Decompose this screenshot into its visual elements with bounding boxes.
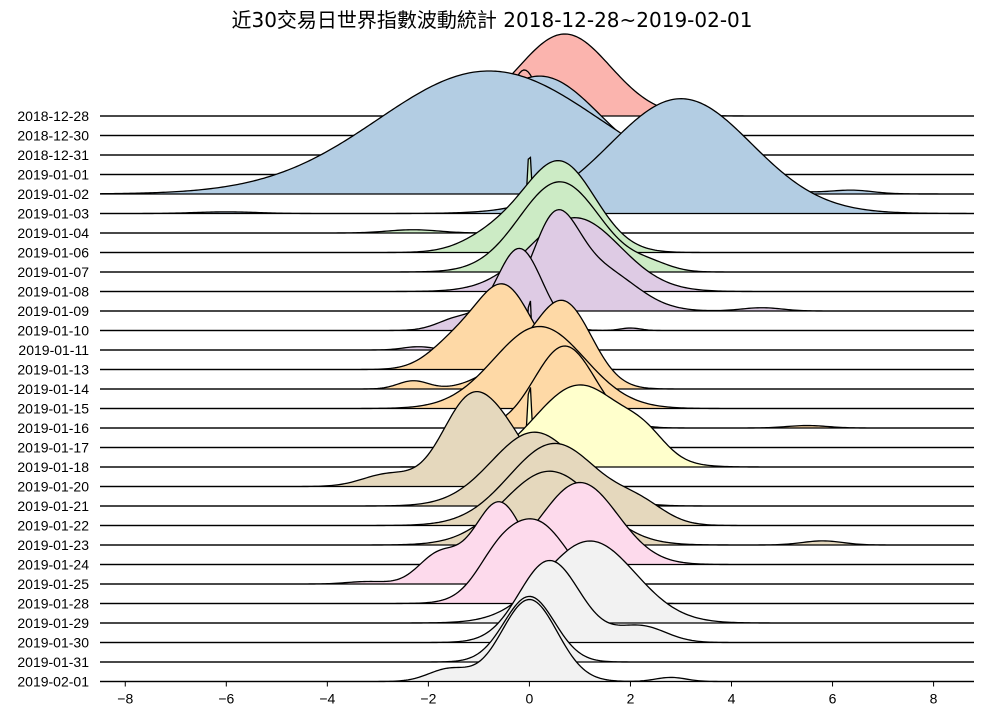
y-tick-label: 2019-01-10: [17, 323, 89, 339]
y-tick-label: 2019-01-28: [17, 596, 89, 612]
y-tick-label: 2019-01-15: [17, 401, 89, 417]
x-tick-label: 6: [829, 691, 837, 707]
x-tick-label: 2: [627, 691, 635, 707]
y-tick-label: 2019-01-29: [17, 615, 89, 631]
y-tick-label: 2019-02-01: [17, 674, 89, 690]
y-tick-label: 2019-01-31: [17, 654, 89, 670]
ridge-fill-2019-01-18: [100, 384, 974, 467]
y-tick-label: 2019-01-09: [17, 303, 89, 319]
ridge-fill-2019-01-10: [100, 248, 974, 331]
ridge-fill-2019-01-16: [100, 346, 974, 428]
ridge-line-2019-01-02: [99, 70, 974, 195]
ridge-fill-2019-01-28: [100, 518, 974, 604]
x-tick-label: −6: [218, 691, 234, 707]
ridge-fill-2019-01-07: [100, 181, 974, 272]
y-tick-label: 2019-01-08: [17, 284, 89, 300]
y-tick-label: 2019-01-14: [17, 381, 89, 397]
x-tick-label: −4: [319, 691, 335, 707]
ridge-fill-2019-01-03: [100, 98, 974, 214]
ridge-fill-2019-02-01: [100, 599, 974, 682]
y-tick-label: 2019-01-18: [17, 459, 89, 475]
ridge-fill-2019-01-09: [100, 209, 974, 311]
x-tick-label: −8: [117, 691, 133, 707]
y-tick-label: 2019-01-13: [17, 362, 89, 378]
ridges-group: [99, 33, 974, 683]
y-tick-labels: 2018-12-28 2018-12-30 2018-12-31 2019-01-01…: [17, 108, 89, 690]
y-tick-label: 2019-01-20: [17, 479, 89, 495]
y-tick-label: 2019-01-02: [17, 186, 89, 202]
y-tick-label: 2019-01-17: [17, 440, 89, 456]
y-tick-label: 2018-12-31: [17, 147, 89, 163]
y-tick-label: 2019-01-03: [17, 206, 89, 222]
x-tick-label: 8: [930, 691, 938, 707]
y-tick-label: 2019-01-11: [18, 342, 89, 358]
x-tick-label: 0: [526, 691, 534, 707]
y-tick-label: 2019-01-25: [17, 576, 89, 592]
y-tick-label: 2018-12-28: [17, 108, 89, 124]
ridge-fill-2019-01-15: [100, 326, 974, 409]
y-tick-label: 2019-01-16: [17, 420, 89, 436]
ridge-fill-2019-01-23: [100, 471, 974, 545]
y-tick-label: 2019-01-21: [17, 498, 89, 514]
x-axis: −8 −6 −4 −2 0 2 4 6 8: [117, 681, 938, 707]
y-tick-label: 2019-01-22: [17, 518, 89, 534]
y-tick-label: 2018-12-30: [17, 128, 89, 144]
ridge-fill-2019-01-02: [100, 71, 974, 194]
y-tick-label: 2019-01-24: [17, 557, 89, 573]
x-tick-label: −2: [420, 691, 436, 707]
ridge-fill-2018-12-28: [100, 34, 974, 117]
y-tick-label: 2019-01-30: [17, 635, 89, 651]
y-tick-label: 2019-01-06: [17, 245, 89, 261]
y-tick-label: 2019-01-07: [17, 264, 89, 280]
y-tick-label: 2019-01-04: [17, 225, 89, 241]
y-tick-label: 2019-01-23: [17, 537, 89, 553]
y-tick-label: 2019-01-01: [17, 167, 89, 183]
x-tick-label: 4: [728, 691, 736, 707]
chart-title: 近30交易日世界指數波動統計 2018-12-28~2019-02-01: [231, 8, 753, 32]
